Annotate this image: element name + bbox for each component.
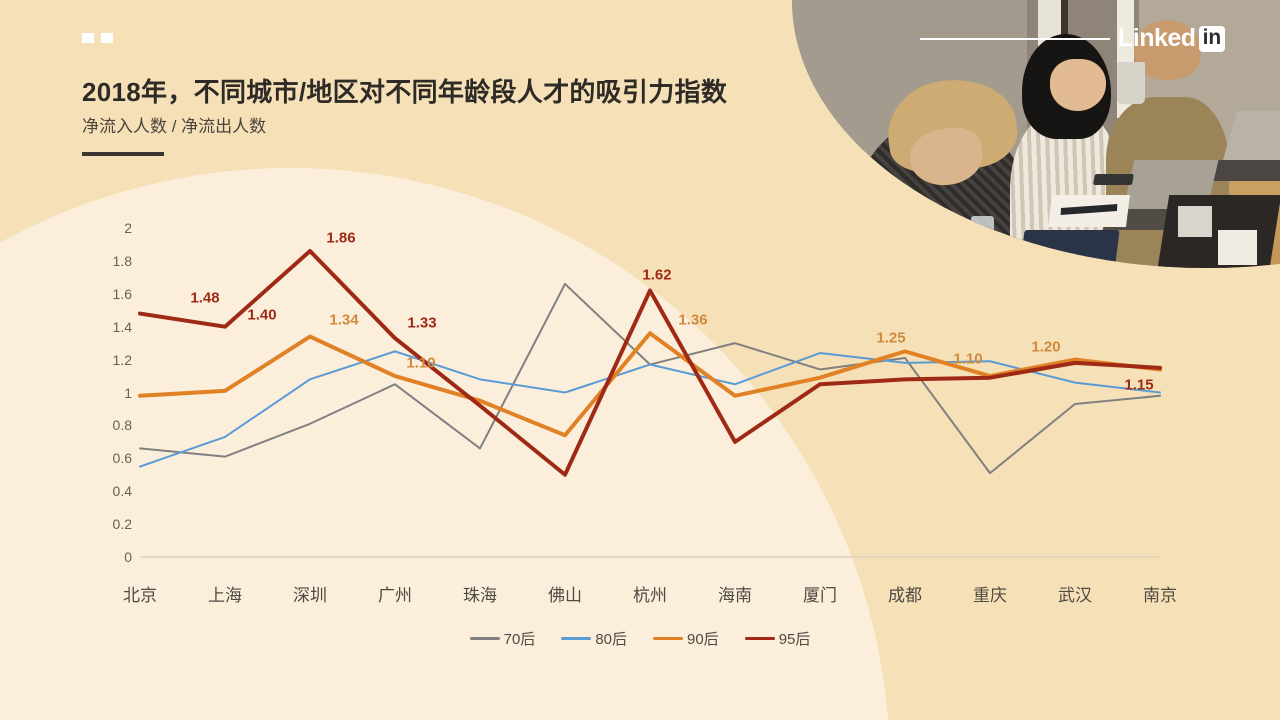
- photo-person-2-face: [1049, 58, 1106, 111]
- legend-item-90后[interactable]: 90后: [653, 628, 719, 649]
- y-axis-tick: 0.4: [112, 483, 132, 500]
- data-label: 1.33: [407, 314, 437, 332]
- x-axis-tick-南京: 南京: [1143, 586, 1177, 605]
- x-axis-tick-北京: 北京: [123, 586, 157, 605]
- data-label: 1.34: [329, 311, 359, 329]
- page-title: 2018年，不同城市/地区对不同年龄段人才的吸引力指数: [82, 77, 728, 107]
- series-line-95后: [138, 249, 1162, 477]
- data-label: 1.48: [190, 289, 220, 307]
- y-axis-tick: 0: [124, 549, 132, 565]
- x-axis-tick-海南: 海南: [718, 586, 752, 605]
- photo-divider-line: [920, 38, 1110, 40]
- legend-label: 70后: [503, 631, 536, 648]
- legend-swatch-icon: [561, 637, 592, 640]
- decorative-square-1: [82, 33, 94, 43]
- x-axis-tick-成都: 成都: [888, 586, 922, 605]
- legend-swatch-icon: [744, 637, 775, 640]
- data-label: 1.25: [876, 329, 906, 347]
- data-label: 1.62: [642, 266, 672, 284]
- x-axis-tick-珠海: 珠海: [463, 586, 497, 605]
- y-axis-tick: 2: [124, 220, 132, 236]
- series-line-70后: [139, 282, 1161, 475]
- legend-item-80后[interactable]: 80后: [561, 628, 627, 649]
- linkedin-logo-in-icon: in: [1198, 25, 1226, 52]
- y-axis-tick: 1.2: [112, 351, 132, 368]
- y-axis-tick: 0.8: [112, 417, 132, 434]
- x-axis-tick-武汉: 武汉: [1058, 586, 1092, 605]
- y-axis-tick: 1.4: [112, 318, 132, 335]
- title-underline: [82, 152, 164, 156]
- legend-item-70后[interactable]: 70后: [469, 628, 536, 649]
- y-axis-tick: 0.6: [112, 450, 132, 467]
- y-axis-tick: 1: [124, 384, 132, 401]
- page-subtitle: 净流入人数 / 净流出人数: [82, 117, 267, 136]
- legend-swatch-icon: [469, 637, 500, 640]
- x-axis-tick-深圳: 深圳: [293, 586, 327, 605]
- data-label: 1.40: [247, 306, 277, 324]
- x-axis-tick-厦门: 厦门: [803, 586, 837, 605]
- linkedin-logo: Linked in: [1118, 24, 1226, 53]
- y-axis-tick: 0.2: [112, 516, 132, 533]
- photo-laptop-3-sticker-1: [1178, 205, 1212, 237]
- x-axis-tick-广州: 广州: [378, 586, 412, 605]
- legend-swatch-icon: [653, 637, 683, 640]
- legend-label: 90后: [687, 631, 719, 648]
- linkedin-logo-word: Linked: [1118, 24, 1196, 52]
- y-axis-tick: 1.6: [112, 285, 132, 302]
- photo-laptop-3-sticker-2: [1217, 230, 1257, 265]
- series-line-90后: [138, 331, 1162, 438]
- chart-legend: 70后 80后 90后 95后: [0, 628, 1280, 649]
- x-axis-tick-上海: 上海: [208, 586, 242, 605]
- legend-item-95后[interactable]: 95后: [744, 628, 811, 649]
- decorative-squares: [82, 33, 113, 43]
- legend-label: 80后: [595, 631, 627, 648]
- legend-label: 95后: [778, 631, 811, 648]
- data-label: 1.86: [326, 229, 356, 247]
- decorative-square-2: [101, 33, 113, 43]
- series-line-80后: [139, 350, 1161, 468]
- data-label: 1.36: [678, 311, 708, 329]
- x-axis-tick-重庆: 重庆: [973, 586, 1007, 605]
- y-axis-tick: 1.8: [112, 252, 132, 269]
- x-axis-tick-佛山: 佛山: [548, 586, 582, 605]
- data-label: 1.20: [1031, 338, 1061, 356]
- photo-coffee-cup: [1116, 62, 1145, 104]
- data-label: 1.10: [953, 350, 983, 368]
- data-label: 1.10: [406, 354, 436, 372]
- data-label: 1.15: [1124, 376, 1154, 394]
- x-axis-tick-杭州: 杭州: [633, 586, 667, 605]
